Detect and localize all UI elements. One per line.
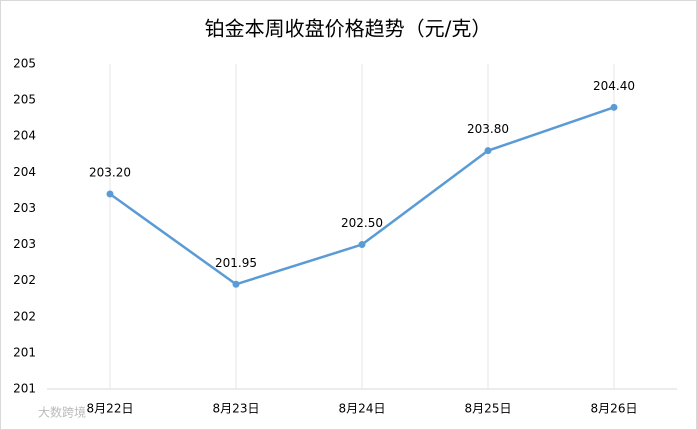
- chart-title: 铂金本周收盘价格趋势（元/克）: [205, 17, 492, 41]
- y-tick-label: 203: [13, 201, 36, 215]
- data-label: 203.20: [89, 166, 131, 180]
- y-tick-label: 203: [13, 237, 36, 251]
- point: [358, 241, 366, 249]
- x-tick-label: 8月25日: [465, 402, 512, 416]
- y-tick-label: 201: [13, 345, 36, 359]
- y-tick-label: 201: [13, 382, 36, 396]
- point: [610, 103, 618, 111]
- x-tick-label: 8月26日: [591, 402, 638, 416]
- data-label: 202.50: [341, 216, 383, 230]
- y-tick-label: 202: [13, 309, 36, 323]
- data-label: 204.40: [593, 79, 635, 93]
- y-tick-label: 204: [13, 165, 36, 179]
- watermark: 大数跨境: [38, 405, 86, 420]
- data-label: 201.95: [215, 256, 257, 270]
- x-tick-label: 8月22日: [87, 402, 134, 416]
- y-tick-label: 204: [13, 129, 36, 143]
- point: [106, 190, 114, 198]
- y-tick-label: 202: [13, 273, 36, 287]
- x-tick-label: 8月24日: [339, 402, 386, 416]
- data-label: 203.80: [467, 122, 509, 136]
- y-tick-label: 205: [13, 93, 36, 107]
- x-tick-label: 8月23日: [213, 402, 260, 416]
- y-tick-label: 205: [13, 57, 36, 71]
- point: [484, 147, 492, 155]
- point: [232, 280, 240, 288]
